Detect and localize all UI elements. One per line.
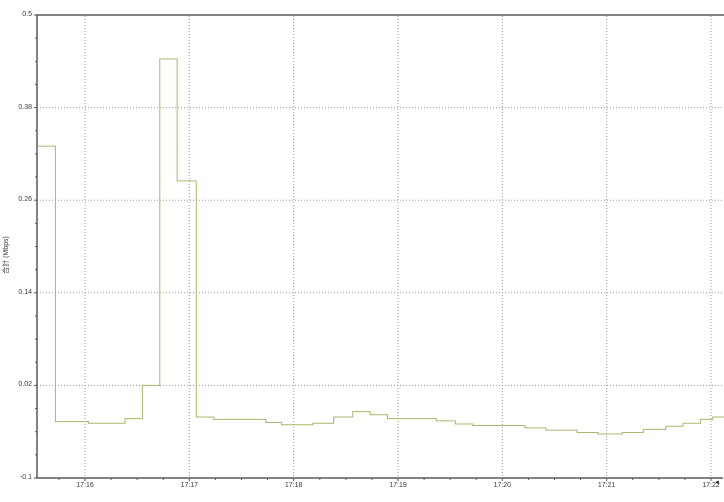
- x-tick-label: 17:19: [389, 482, 407, 489]
- y-tick-label: 0.02: [18, 381, 32, 389]
- y-tick-label: 0.38: [18, 103, 32, 111]
- y-tick-label: -0.1: [19, 474, 32, 481]
- data-step-line: [38, 58, 724, 435]
- x-tick-label: 17:20: [493, 482, 512, 489]
- x-tick-label: 17:16: [76, 482, 94, 489]
- y-tick-label: 0.14: [18, 288, 32, 296]
- x-tick-label: 17:21: [597, 482, 616, 489]
- x-tick-label: 17:18: [284, 482, 303, 489]
- y-tick-label: 0.5: [22, 11, 32, 18]
- x-tick-label: 17:22: [702, 482, 720, 489]
- x-tick-label: 17:17: [180, 482, 199, 489]
- y-axis-title: 合計 (Mbps): [3, 236, 10, 274]
- cursor-arrow-icon: ◄: [714, 480, 720, 486]
- y-tick-label: 0.26: [18, 196, 32, 204]
